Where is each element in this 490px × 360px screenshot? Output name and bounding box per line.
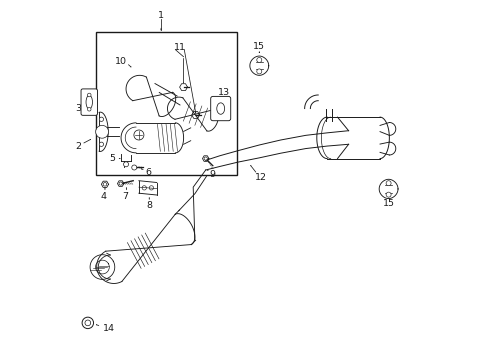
Text: 2: 2 xyxy=(75,141,81,150)
Text: 3: 3 xyxy=(75,104,81,113)
FancyBboxPatch shape xyxy=(81,89,98,115)
Text: 9: 9 xyxy=(209,170,215,179)
Text: 7: 7 xyxy=(122,192,128,201)
Circle shape xyxy=(132,165,137,170)
Text: 12: 12 xyxy=(255,173,267,182)
Text: 8: 8 xyxy=(146,201,152,210)
Circle shape xyxy=(88,108,91,111)
Circle shape xyxy=(386,192,391,197)
Circle shape xyxy=(119,182,122,185)
Circle shape xyxy=(88,93,91,97)
Text: 15: 15 xyxy=(252,41,265,50)
Circle shape xyxy=(103,183,107,186)
Circle shape xyxy=(82,317,94,329)
Text: 1: 1 xyxy=(158,11,164,20)
Text: 15: 15 xyxy=(383,199,394,208)
Circle shape xyxy=(257,58,262,63)
Bar xyxy=(96,32,237,175)
Circle shape xyxy=(99,117,103,121)
Circle shape xyxy=(85,320,91,326)
Circle shape xyxy=(123,162,128,167)
Text: 14: 14 xyxy=(102,324,115,333)
Circle shape xyxy=(386,181,391,186)
Text: 5: 5 xyxy=(109,154,115,163)
Text: 6: 6 xyxy=(146,168,151,177)
Ellipse shape xyxy=(217,103,224,114)
Text: 13: 13 xyxy=(218,88,230,97)
Circle shape xyxy=(99,142,103,147)
Circle shape xyxy=(96,125,109,138)
Text: 4: 4 xyxy=(101,192,107,201)
Circle shape xyxy=(204,157,207,160)
Ellipse shape xyxy=(86,95,93,109)
Circle shape xyxy=(142,186,147,190)
Text: 10: 10 xyxy=(115,57,127,66)
Text: 11: 11 xyxy=(174,42,186,51)
FancyBboxPatch shape xyxy=(211,96,231,121)
Circle shape xyxy=(134,130,144,140)
Circle shape xyxy=(149,186,153,190)
Circle shape xyxy=(257,69,262,74)
